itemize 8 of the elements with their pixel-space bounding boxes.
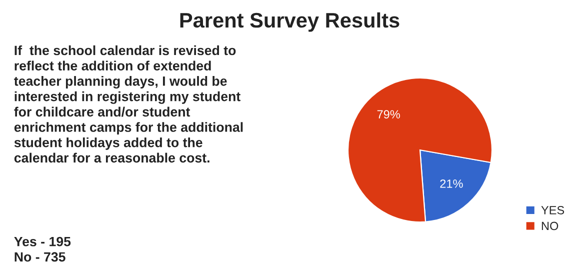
legend-label: YES [541,206,564,214]
data-label: 21% [440,179,463,188]
text: If the school calendar is revised to reflect the addition of extended teacher planning days, I would be interested in registering my student for childcare and/or student enrichment camps for the additional student holidays added to the calendar for a reasonable cost. [14,45,243,163]
legend-label: NO [542,222,558,230]
chart-title: Parent Survey Results [180,12,400,32]
pie-slice [347,77,493,223]
data-label: 79% [377,110,400,118]
text: Yes - 195 No - 735 [14,236,71,262]
